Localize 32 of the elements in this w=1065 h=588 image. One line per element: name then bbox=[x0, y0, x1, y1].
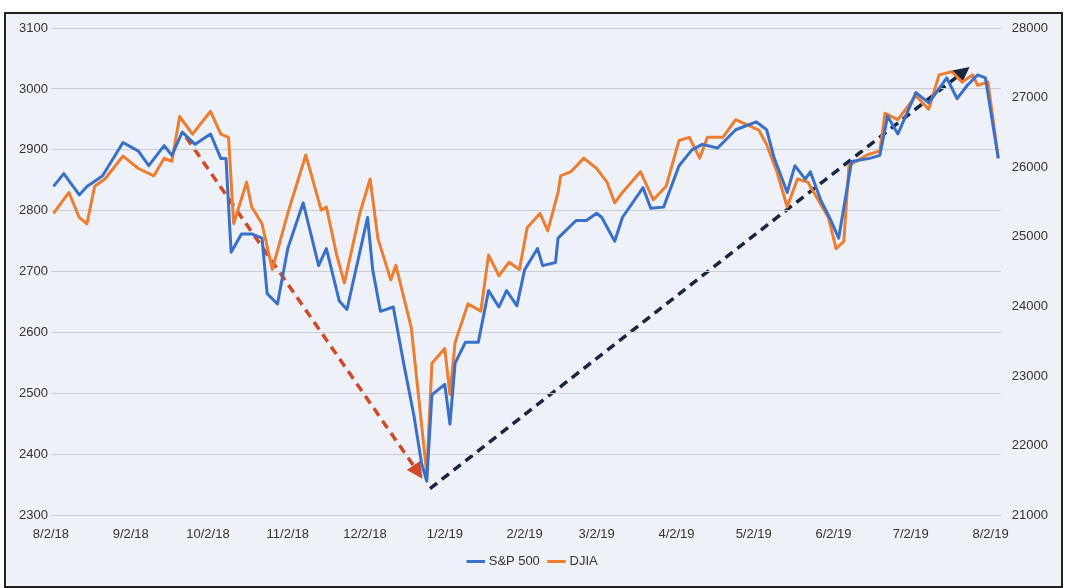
y-tick-label: 3000 bbox=[19, 80, 48, 96]
y-tick-label: 2700 bbox=[19, 263, 48, 279]
y2-tick-label: 22000 bbox=[1011, 437, 1049, 453]
y2-tick-label: 27000 bbox=[1011, 89, 1049, 105]
x-tick-label: 9/2/18 bbox=[112, 525, 149, 541]
legend-label: S&P 500 bbox=[488, 553, 540, 569]
x-tick-label: 7/2/19 bbox=[892, 525, 929, 541]
y2-tick-label: 25000 bbox=[1011, 228, 1049, 244]
x-tick-label: 10/2/18 bbox=[186, 525, 230, 541]
y-tick-label: 2800 bbox=[19, 202, 48, 218]
x-tick-label: 3/2/19 bbox=[578, 525, 615, 541]
y-tick-label: 2500 bbox=[19, 385, 48, 401]
x-tick-label: 8/2/18 bbox=[32, 525, 69, 541]
y2-tick-label: 23000 bbox=[1011, 367, 1049, 383]
y2-tick-label: 24000 bbox=[1011, 298, 1049, 314]
x-tick-label: 11/2/18 bbox=[266, 525, 309, 541]
y-tick-label: 2400 bbox=[19, 446, 48, 462]
x-tick-label: 2/2/19 bbox=[506, 525, 543, 541]
y-tick-label: 2900 bbox=[19, 141, 48, 157]
y2-tick-label: 28000 bbox=[1011, 19, 1049, 35]
x-tick-label: 12/2/18 bbox=[343, 525, 387, 541]
y-tick-label: 3100 bbox=[19, 19, 48, 35]
y-tick-label: 2300 bbox=[19, 506, 48, 522]
y-tick-label: 2600 bbox=[19, 324, 48, 340]
x-tick-label: 4/2/19 bbox=[658, 525, 695, 541]
x-tick-label: 6/2/19 bbox=[815, 525, 852, 541]
y2-tick-label: 26000 bbox=[1011, 158, 1049, 174]
y2-tick-label: 21000 bbox=[1011, 506, 1049, 522]
x-tick-label: 5/2/19 bbox=[735, 525, 772, 541]
x-tick-label: 1/2/19 bbox=[426, 525, 463, 541]
x-tick-label: 8/2/19 bbox=[972, 525, 1009, 541]
legend-label: DJIA bbox=[569, 553, 599, 569]
